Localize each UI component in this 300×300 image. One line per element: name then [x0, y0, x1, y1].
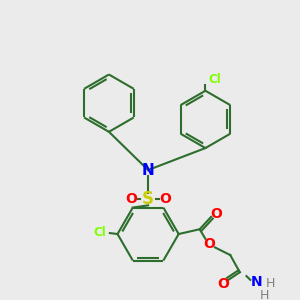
- Text: O: O: [218, 277, 230, 291]
- Text: H: H: [266, 277, 275, 290]
- Text: N: N: [251, 275, 263, 289]
- Text: O: O: [203, 237, 215, 250]
- Text: O: O: [125, 192, 137, 206]
- Text: Cl: Cl: [208, 73, 221, 86]
- Text: H: H: [260, 289, 269, 300]
- Text: S: S: [142, 190, 154, 208]
- Text: N: N: [142, 163, 154, 178]
- Text: Cl: Cl: [93, 226, 106, 238]
- Text: O: O: [210, 207, 222, 221]
- Text: O: O: [159, 192, 171, 206]
